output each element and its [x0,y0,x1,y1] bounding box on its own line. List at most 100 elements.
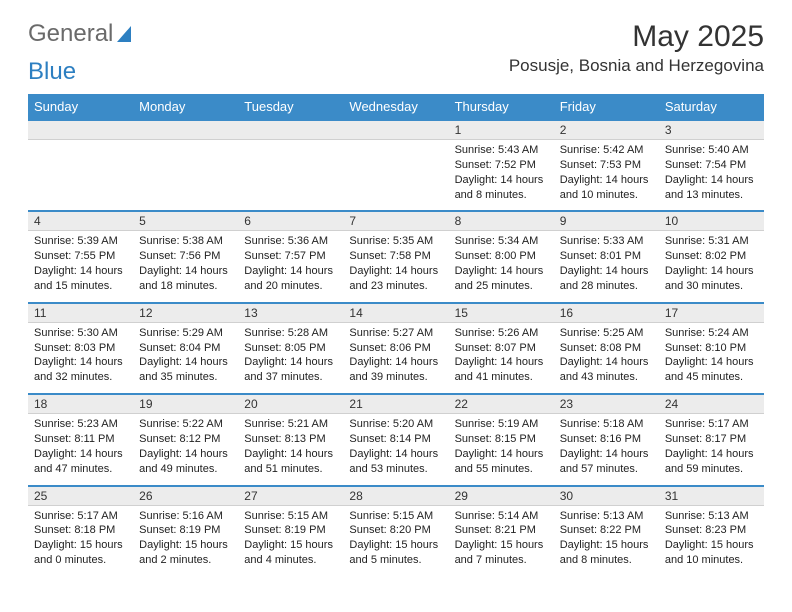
day-number-cell: 3 [659,120,764,140]
day-number-cell: 8 [449,211,554,231]
sunset-text: Sunset: 8:18 PM [34,523,127,538]
sunset-text: Sunset: 8:00 PM [455,249,548,264]
day-detail-cell: Sunrise: 5:31 AMSunset: 8:02 PMDaylight:… [659,231,764,303]
day-detail-cell [133,140,238,212]
day-number-cell: 23 [554,394,659,414]
sunrise-text: Sunrise: 5:34 AM [455,234,548,249]
day-detail-cell: Sunrise: 5:36 AMSunset: 7:57 PMDaylight:… [238,231,343,303]
daylight-text: Daylight: 14 hours and 59 minutes. [665,447,758,477]
day-number-row: 11121314151617 [28,303,764,323]
day-detail-cell: Sunrise: 5:39 AMSunset: 7:55 PMDaylight:… [28,231,133,303]
daylight-text: Daylight: 14 hours and 8 minutes. [455,173,548,203]
day-detail-cell: Sunrise: 5:43 AMSunset: 7:52 PMDaylight:… [449,140,554,212]
sunrise-text: Sunrise: 5:31 AM [665,234,758,249]
day-number-cell: 14 [343,303,448,323]
daylight-text: Daylight: 14 hours and 15 minutes. [34,264,127,294]
daylight-text: Daylight: 15 hours and 5 minutes. [349,538,442,568]
day-detail-cell: Sunrise: 5:15 AMSunset: 8:20 PMDaylight:… [343,505,448,576]
day-detail-cell: Sunrise: 5:28 AMSunset: 8:05 PMDaylight:… [238,322,343,394]
weekday-header: Friday [554,94,659,120]
day-number-cell [238,120,343,140]
day-detail-cell: Sunrise: 5:13 AMSunset: 8:23 PMDaylight:… [659,505,764,576]
sunrise-text: Sunrise: 5:25 AM [560,326,653,341]
sunset-text: Sunset: 8:07 PM [455,341,548,356]
sunrise-text: Sunrise: 5:38 AM [139,234,232,249]
sunset-text: Sunset: 8:08 PM [560,341,653,356]
day-number-cell: 19 [133,394,238,414]
sunrise-text: Sunrise: 5:17 AM [34,509,127,524]
sunset-text: Sunset: 8:20 PM [349,523,442,538]
daylight-text: Daylight: 14 hours and 43 minutes. [560,355,653,385]
sunrise-text: Sunrise: 5:24 AM [665,326,758,341]
daylight-text: Daylight: 14 hours and 37 minutes. [244,355,337,385]
sunrise-text: Sunrise: 5:26 AM [455,326,548,341]
day-number-row: 25262728293031 [28,486,764,506]
sunset-text: Sunset: 8:16 PM [560,432,653,447]
day-detail-cell: Sunrise: 5:20 AMSunset: 8:14 PMDaylight:… [343,414,448,486]
day-detail-cell: Sunrise: 5:23 AMSunset: 8:11 PMDaylight:… [28,414,133,486]
day-detail-cell: Sunrise: 5:33 AMSunset: 8:01 PMDaylight:… [554,231,659,303]
daylight-text: Daylight: 15 hours and 0 minutes. [34,538,127,568]
day-number-row: 123 [28,120,764,140]
sunset-text: Sunset: 8:21 PM [455,523,548,538]
sunrise-text: Sunrise: 5:35 AM [349,234,442,249]
day-number-cell: 31 [659,486,764,506]
day-number-row: 45678910 [28,211,764,231]
day-detail-cell: Sunrise: 5:40 AMSunset: 7:54 PMDaylight:… [659,140,764,212]
weekday-header-row: Sunday Monday Tuesday Wednesday Thursday… [28,94,764,120]
day-detail-cell: Sunrise: 5:34 AMSunset: 8:00 PMDaylight:… [449,231,554,303]
sunset-text: Sunset: 8:10 PM [665,341,758,356]
logo-word-1: General [28,20,113,48]
sunset-text: Sunset: 8:04 PM [139,341,232,356]
day-detail-row: Sunrise: 5:43 AMSunset: 7:52 PMDaylight:… [28,140,764,212]
day-number-cell: 6 [238,211,343,231]
sunset-text: Sunset: 8:12 PM [139,432,232,447]
daylight-text: Daylight: 14 hours and 13 minutes. [665,173,758,203]
daylight-text: Daylight: 15 hours and 7 minutes. [455,538,548,568]
sunrise-text: Sunrise: 5:36 AM [244,234,337,249]
calendar-page: General May 2025 Posusje, Bosnia and Her… [0,0,792,596]
day-detail-row: Sunrise: 5:23 AMSunset: 8:11 PMDaylight:… [28,414,764,486]
daylight-text: Daylight: 14 hours and 45 minutes. [665,355,758,385]
day-detail-row: Sunrise: 5:17 AMSunset: 8:18 PMDaylight:… [28,505,764,576]
day-number-cell: 18 [28,394,133,414]
sunset-text: Sunset: 8:06 PM [349,341,442,356]
sunset-text: Sunset: 8:05 PM [244,341,337,356]
sunrise-text: Sunrise: 5:39 AM [34,234,127,249]
daylight-text: Daylight: 15 hours and 8 minutes. [560,538,653,568]
sunset-text: Sunset: 8:17 PM [665,432,758,447]
month-title: May 2025 [509,20,764,54]
sunrise-text: Sunrise: 5:40 AM [665,143,758,158]
day-number-cell: 25 [28,486,133,506]
day-detail-cell: Sunrise: 5:22 AMSunset: 8:12 PMDaylight:… [133,414,238,486]
day-number-cell: 15 [449,303,554,323]
daylight-text: Daylight: 14 hours and 23 minutes. [349,264,442,294]
daylight-text: Daylight: 14 hours and 35 minutes. [139,355,232,385]
daylight-text: Daylight: 14 hours and 30 minutes. [665,264,758,294]
weekday-header: Tuesday [238,94,343,120]
sunset-text: Sunset: 7:52 PM [455,158,548,173]
daylight-text: Daylight: 14 hours and 47 minutes. [34,447,127,477]
day-detail-cell: Sunrise: 5:19 AMSunset: 8:15 PMDaylight:… [449,414,554,486]
calendar-table: Sunday Monday Tuesday Wednesday Thursday… [28,94,764,576]
day-detail-cell: Sunrise: 5:18 AMSunset: 8:16 PMDaylight:… [554,414,659,486]
sunrise-text: Sunrise: 5:14 AM [455,509,548,524]
day-detail-cell: Sunrise: 5:17 AMSunset: 8:17 PMDaylight:… [659,414,764,486]
sunset-text: Sunset: 8:02 PM [665,249,758,264]
sunset-text: Sunset: 7:55 PM [34,249,127,264]
sunrise-text: Sunrise: 5:33 AM [560,234,653,249]
day-detail-cell: Sunrise: 5:17 AMSunset: 8:18 PMDaylight:… [28,505,133,576]
sunrise-text: Sunrise: 5:16 AM [139,509,232,524]
sunset-text: Sunset: 8:19 PM [139,523,232,538]
sunset-text: Sunset: 8:22 PM [560,523,653,538]
day-detail-cell: Sunrise: 5:42 AMSunset: 7:53 PMDaylight:… [554,140,659,212]
daylight-text: Daylight: 14 hours and 28 minutes. [560,264,653,294]
sunrise-text: Sunrise: 5:42 AM [560,143,653,158]
day-detail-cell [343,140,448,212]
day-detail-cell: Sunrise: 5:30 AMSunset: 8:03 PMDaylight:… [28,322,133,394]
daylight-text: Daylight: 14 hours and 41 minutes. [455,355,548,385]
day-detail-row: Sunrise: 5:30 AMSunset: 8:03 PMDaylight:… [28,322,764,394]
sunrise-text: Sunrise: 5:15 AM [244,509,337,524]
daylight-text: Daylight: 14 hours and 51 minutes. [244,447,337,477]
sunrise-text: Sunrise: 5:17 AM [665,417,758,432]
